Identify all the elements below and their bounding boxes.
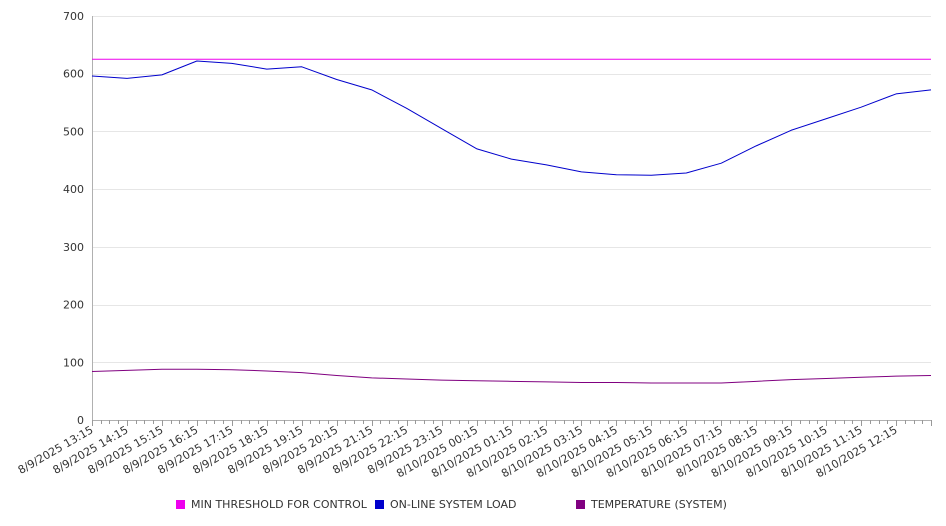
legend-item-temperature[interactable]: TEMPERATURE (SYSTEM)	[576, 498, 727, 511]
system-load-line	[91, 60, 932, 176]
legend-swatch-temperature	[576, 500, 585, 509]
y-tick-label: 100	[63, 356, 84, 369]
y-tick-label: 500	[63, 125, 84, 138]
y-tick-label: 700	[63, 10, 84, 23]
y-tick-label: 400	[63, 183, 84, 196]
legend-label-temperature: TEMPERATURE (SYSTEM)	[591, 498, 727, 511]
series-lines	[91, 58, 932, 384]
x-axis-tick-labels: 8/9/2025 13:158/9/2025 14:158/9/2025 15:…	[16, 423, 900, 480]
y-axis-tick-labels: 0 100 200 300 400 500 600 700	[63, 10, 84, 427]
y-tick-label: 0	[77, 414, 84, 427]
legend-item-min-threshold[interactable]: MIN THRESHOLD FOR CONTROL	[176, 498, 367, 511]
y-tick-label: 600	[63, 68, 84, 81]
y-tick-label: 300	[63, 241, 84, 254]
legend-label-system-load: ON-LINE SYSTEM LOAD	[390, 498, 517, 511]
legend-swatch-system-load	[375, 500, 384, 509]
legend-swatch-min-threshold	[176, 500, 185, 509]
temperature-line	[91, 368, 932, 384]
legend-label-min-threshold: MIN THRESHOLD FOR CONTROL	[191, 498, 367, 511]
legend: MIN THRESHOLD FOR CONTROL ON-LINE SYSTEM…	[0, 498, 946, 514]
y-tick-label: 200	[63, 299, 84, 312]
axes	[92, 16, 932, 426]
grid-lines	[92, 16, 931, 363]
legend-item-system-load[interactable]: ON-LINE SYSTEM LOAD	[375, 498, 516, 511]
